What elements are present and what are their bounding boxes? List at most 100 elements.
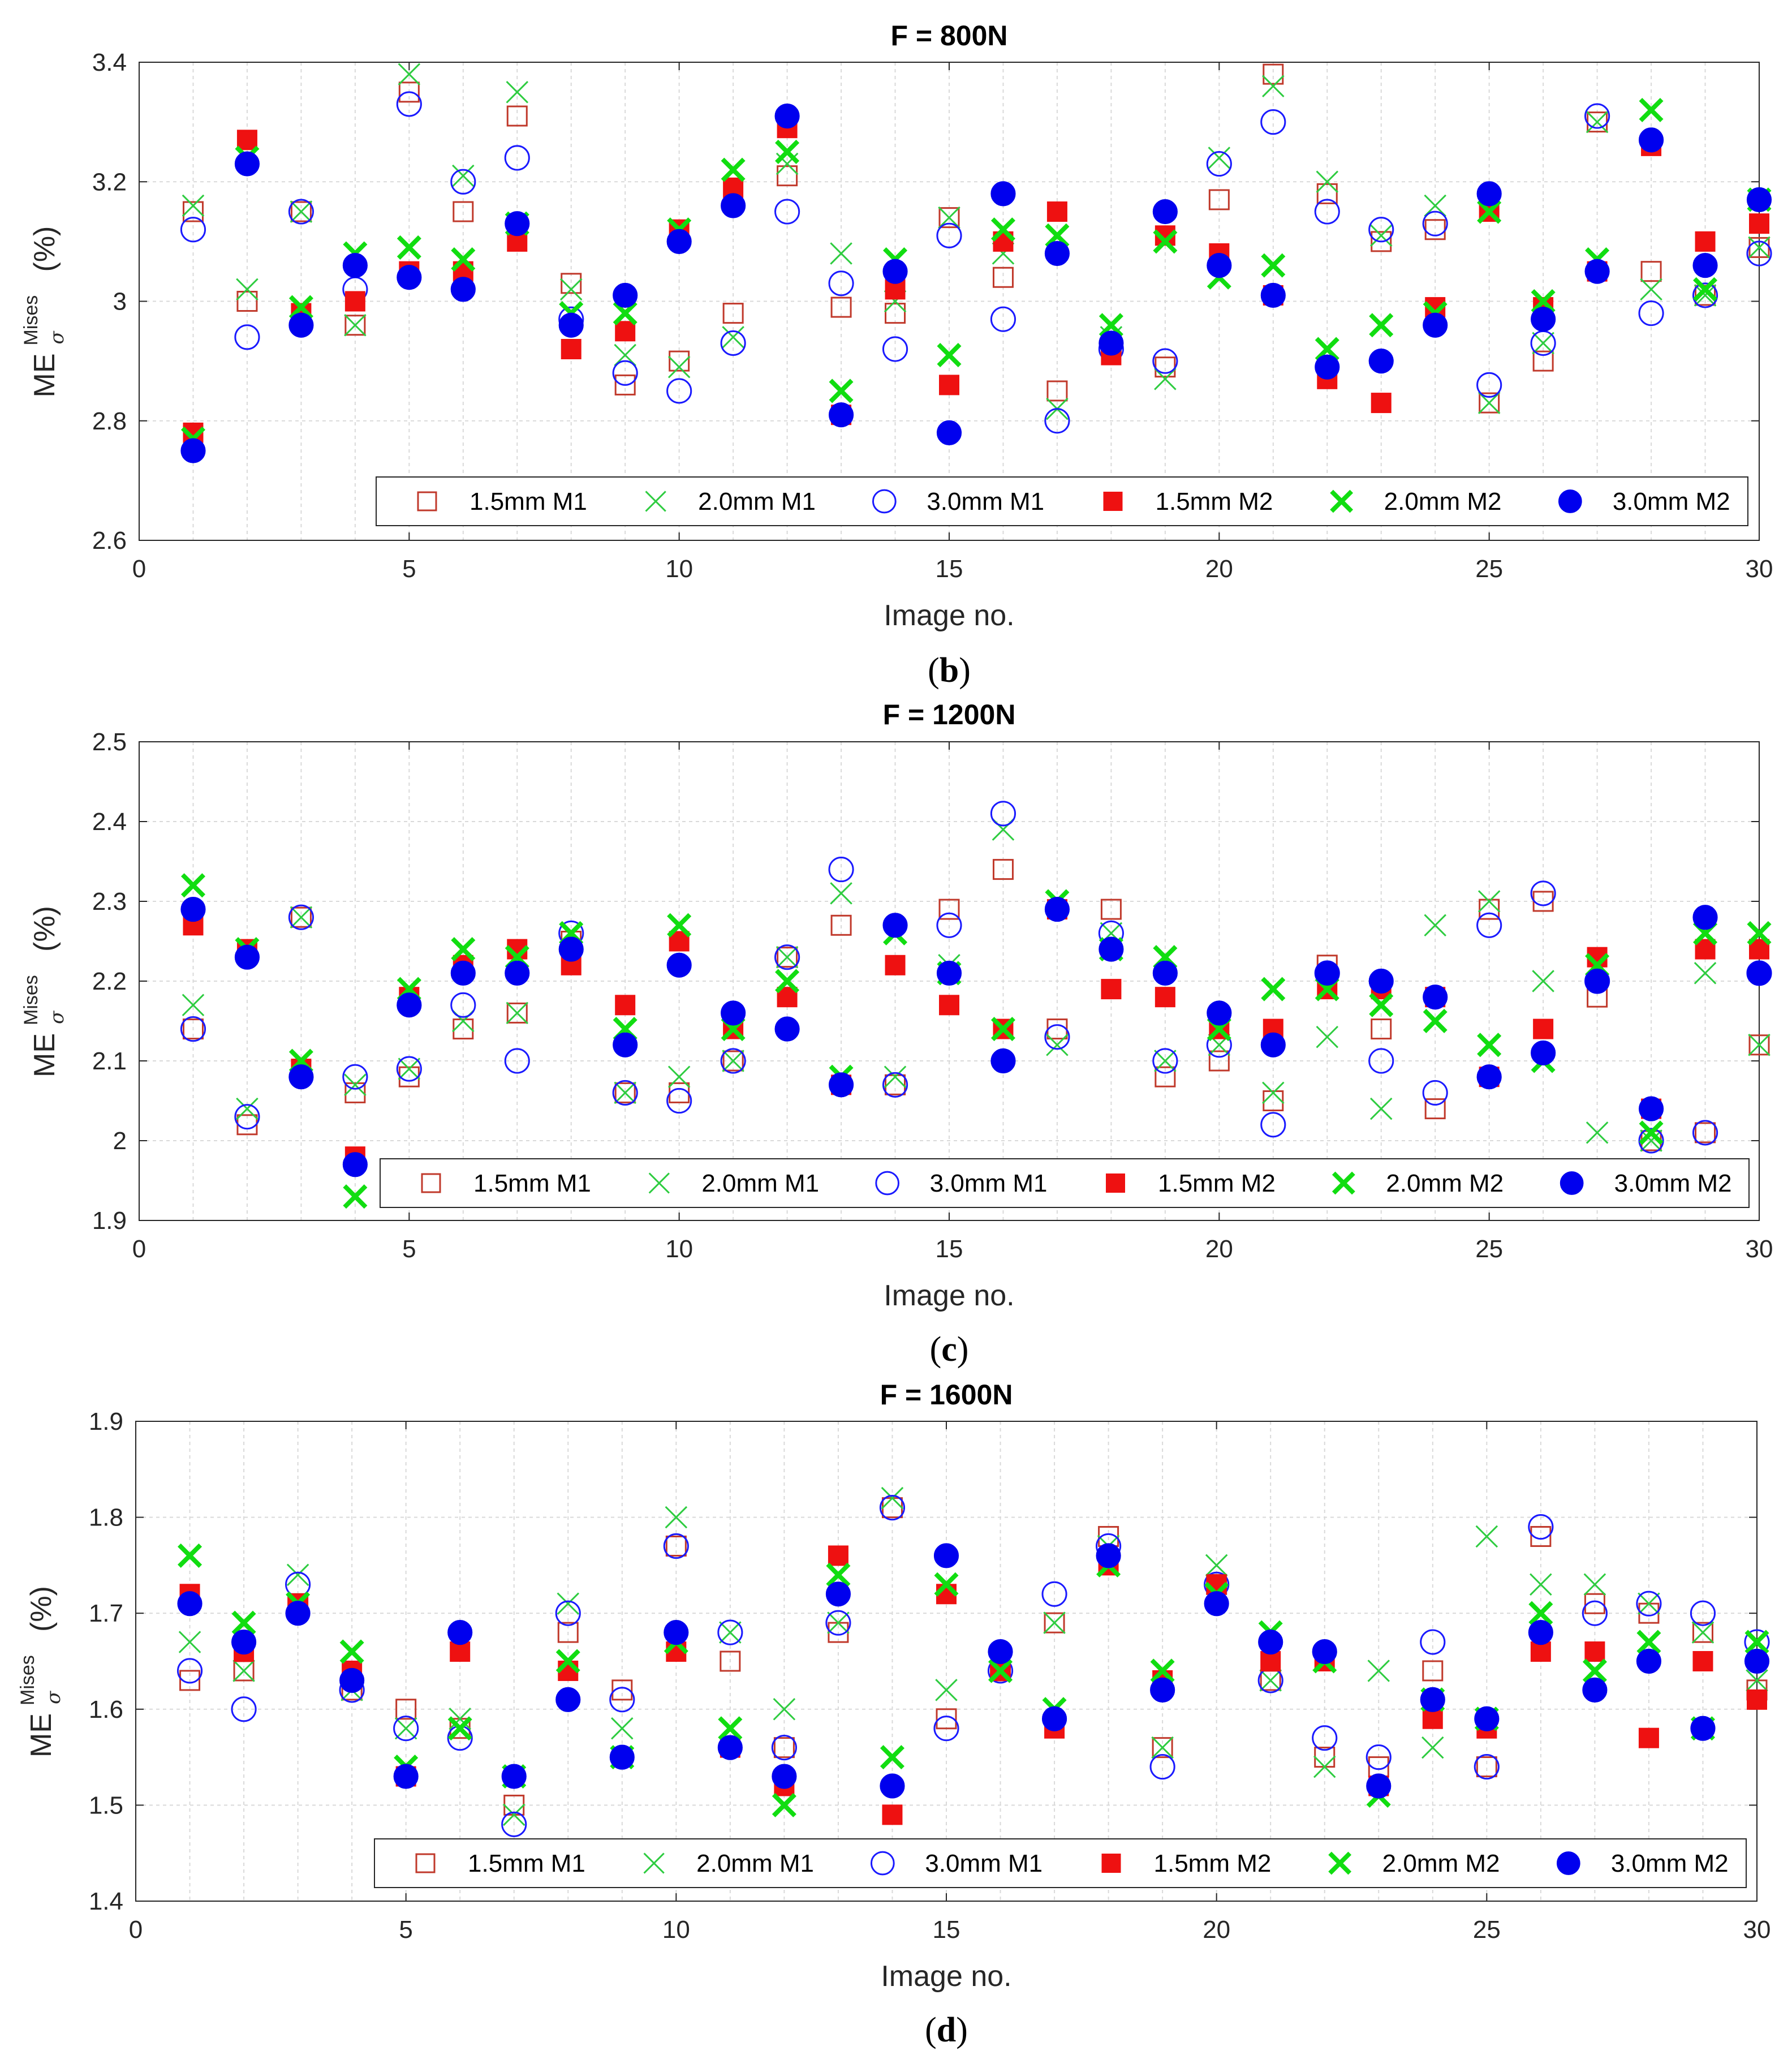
data-point [936,960,962,986]
data-point [774,944,800,970]
data-point [774,199,800,225]
x-tick-label: 25 [1475,555,1503,583]
data-point [1420,1629,1446,1655]
data-point [397,992,422,1018]
data-point [453,1018,474,1040]
data-point [339,1667,365,1693]
data-point [1315,960,1340,986]
y-axis-label: ME Mises σ (%) [20,226,68,398]
data-point [1528,1514,1554,1540]
legend-marker [421,1173,441,1193]
data-point [1746,1669,1768,1692]
data-point [393,1716,419,1742]
data-point [882,336,908,362]
data-point [180,897,206,922]
data-point [344,315,366,336]
data-point [1262,75,1285,98]
data-point [1260,109,1286,135]
data-point [828,270,854,296]
data-point [1586,110,1609,134]
data-point [1366,1773,1392,1799]
legend-marker [1101,1854,1121,1873]
data-point [1155,1066,1176,1087]
data-point [1312,1725,1338,1751]
data-point [1692,905,1718,930]
data-point [1692,1622,1713,1643]
data-point [829,379,854,403]
data-point [1260,282,1286,308]
chart-panel-d: 0 5 10 15 20 25 30 1.4 1.5 1.6 1.7 1.8 1.9 F = 1600N I… [17,1379,1771,2049]
data-point [1261,977,1286,1001]
data-point [1315,354,1340,380]
y-axis-label-main: ME [28,354,61,398]
data-point [1638,1096,1664,1121]
data-point [286,1563,309,1587]
data-point [1744,1648,1770,1674]
data-point [882,1072,908,1098]
y-tick-label: 1.7 [89,1600,123,1627]
chart-title: F = 1200N [883,699,1016,730]
data-point [1422,1708,1443,1729]
x-tick-label: 0 [132,1235,146,1263]
data-point [612,360,638,386]
data-point [772,1792,796,1817]
data-point [561,273,582,294]
data-point [722,1050,744,1072]
data-point [722,326,744,349]
legend-label: 3.0mm M2 [1611,1850,1729,1877]
data-point [1044,240,1070,266]
data-point [1314,199,1340,225]
x-axis-label: Image no. [884,1279,1014,1312]
legend-marker [1328,1851,1352,1875]
data-point [882,1804,903,1825]
legend-label: 1.5mm M2 [1154,1850,1272,1877]
data-point [1477,1033,1502,1058]
data-point [344,1073,367,1097]
data-point [609,1744,635,1770]
chart-title: F = 800N [890,20,1007,51]
data-point [1476,372,1502,398]
legend-marker [1560,1171,1584,1195]
data-point [177,1591,203,1617]
data-point [1640,278,1662,301]
y-tick-label: 3 [113,288,127,316]
data-point [1531,307,1556,332]
data-point [1099,936,1124,962]
data-point [1206,151,1232,177]
data-point [339,1639,364,1664]
data-point [288,295,313,320]
data-point [1205,1554,1228,1577]
data-point [1046,380,1068,402]
data-point [720,1048,746,1074]
data-point [720,1650,741,1672]
data-point [1749,213,1769,234]
data-point [1532,350,1554,372]
data-point [615,321,636,342]
x-tick-label: 0 [132,555,146,583]
y-axis-label-main: ME [28,1033,61,1077]
series-3-0mm-m2 [177,1543,1770,1799]
data-point [1261,253,1286,278]
data-point [1746,240,1772,266]
data-point [936,1708,957,1730]
y-axis-label: ME Mises σ (%) [20,906,68,1077]
data-point [1263,1090,1284,1111]
data-point [561,339,581,359]
data-point [557,1592,580,1615]
legend-label: 3.0mm M1 [925,1850,1043,1877]
data-point [771,1735,797,1761]
y-tick-label: 1.9 [92,1207,127,1235]
data-point [663,1533,689,1559]
data-point [884,1065,907,1088]
data-point [449,1707,471,1730]
data-point [288,1064,314,1090]
data-point [1748,236,1771,259]
data-point [1691,1621,1715,1644]
data-point [450,277,476,302]
data-point [1695,1122,1716,1144]
y-tick-label: 1.4 [89,1888,123,1915]
data-point [1208,147,1231,169]
data-point [1582,1677,1608,1703]
y-axis-label-unit: (%) [28,906,61,952]
